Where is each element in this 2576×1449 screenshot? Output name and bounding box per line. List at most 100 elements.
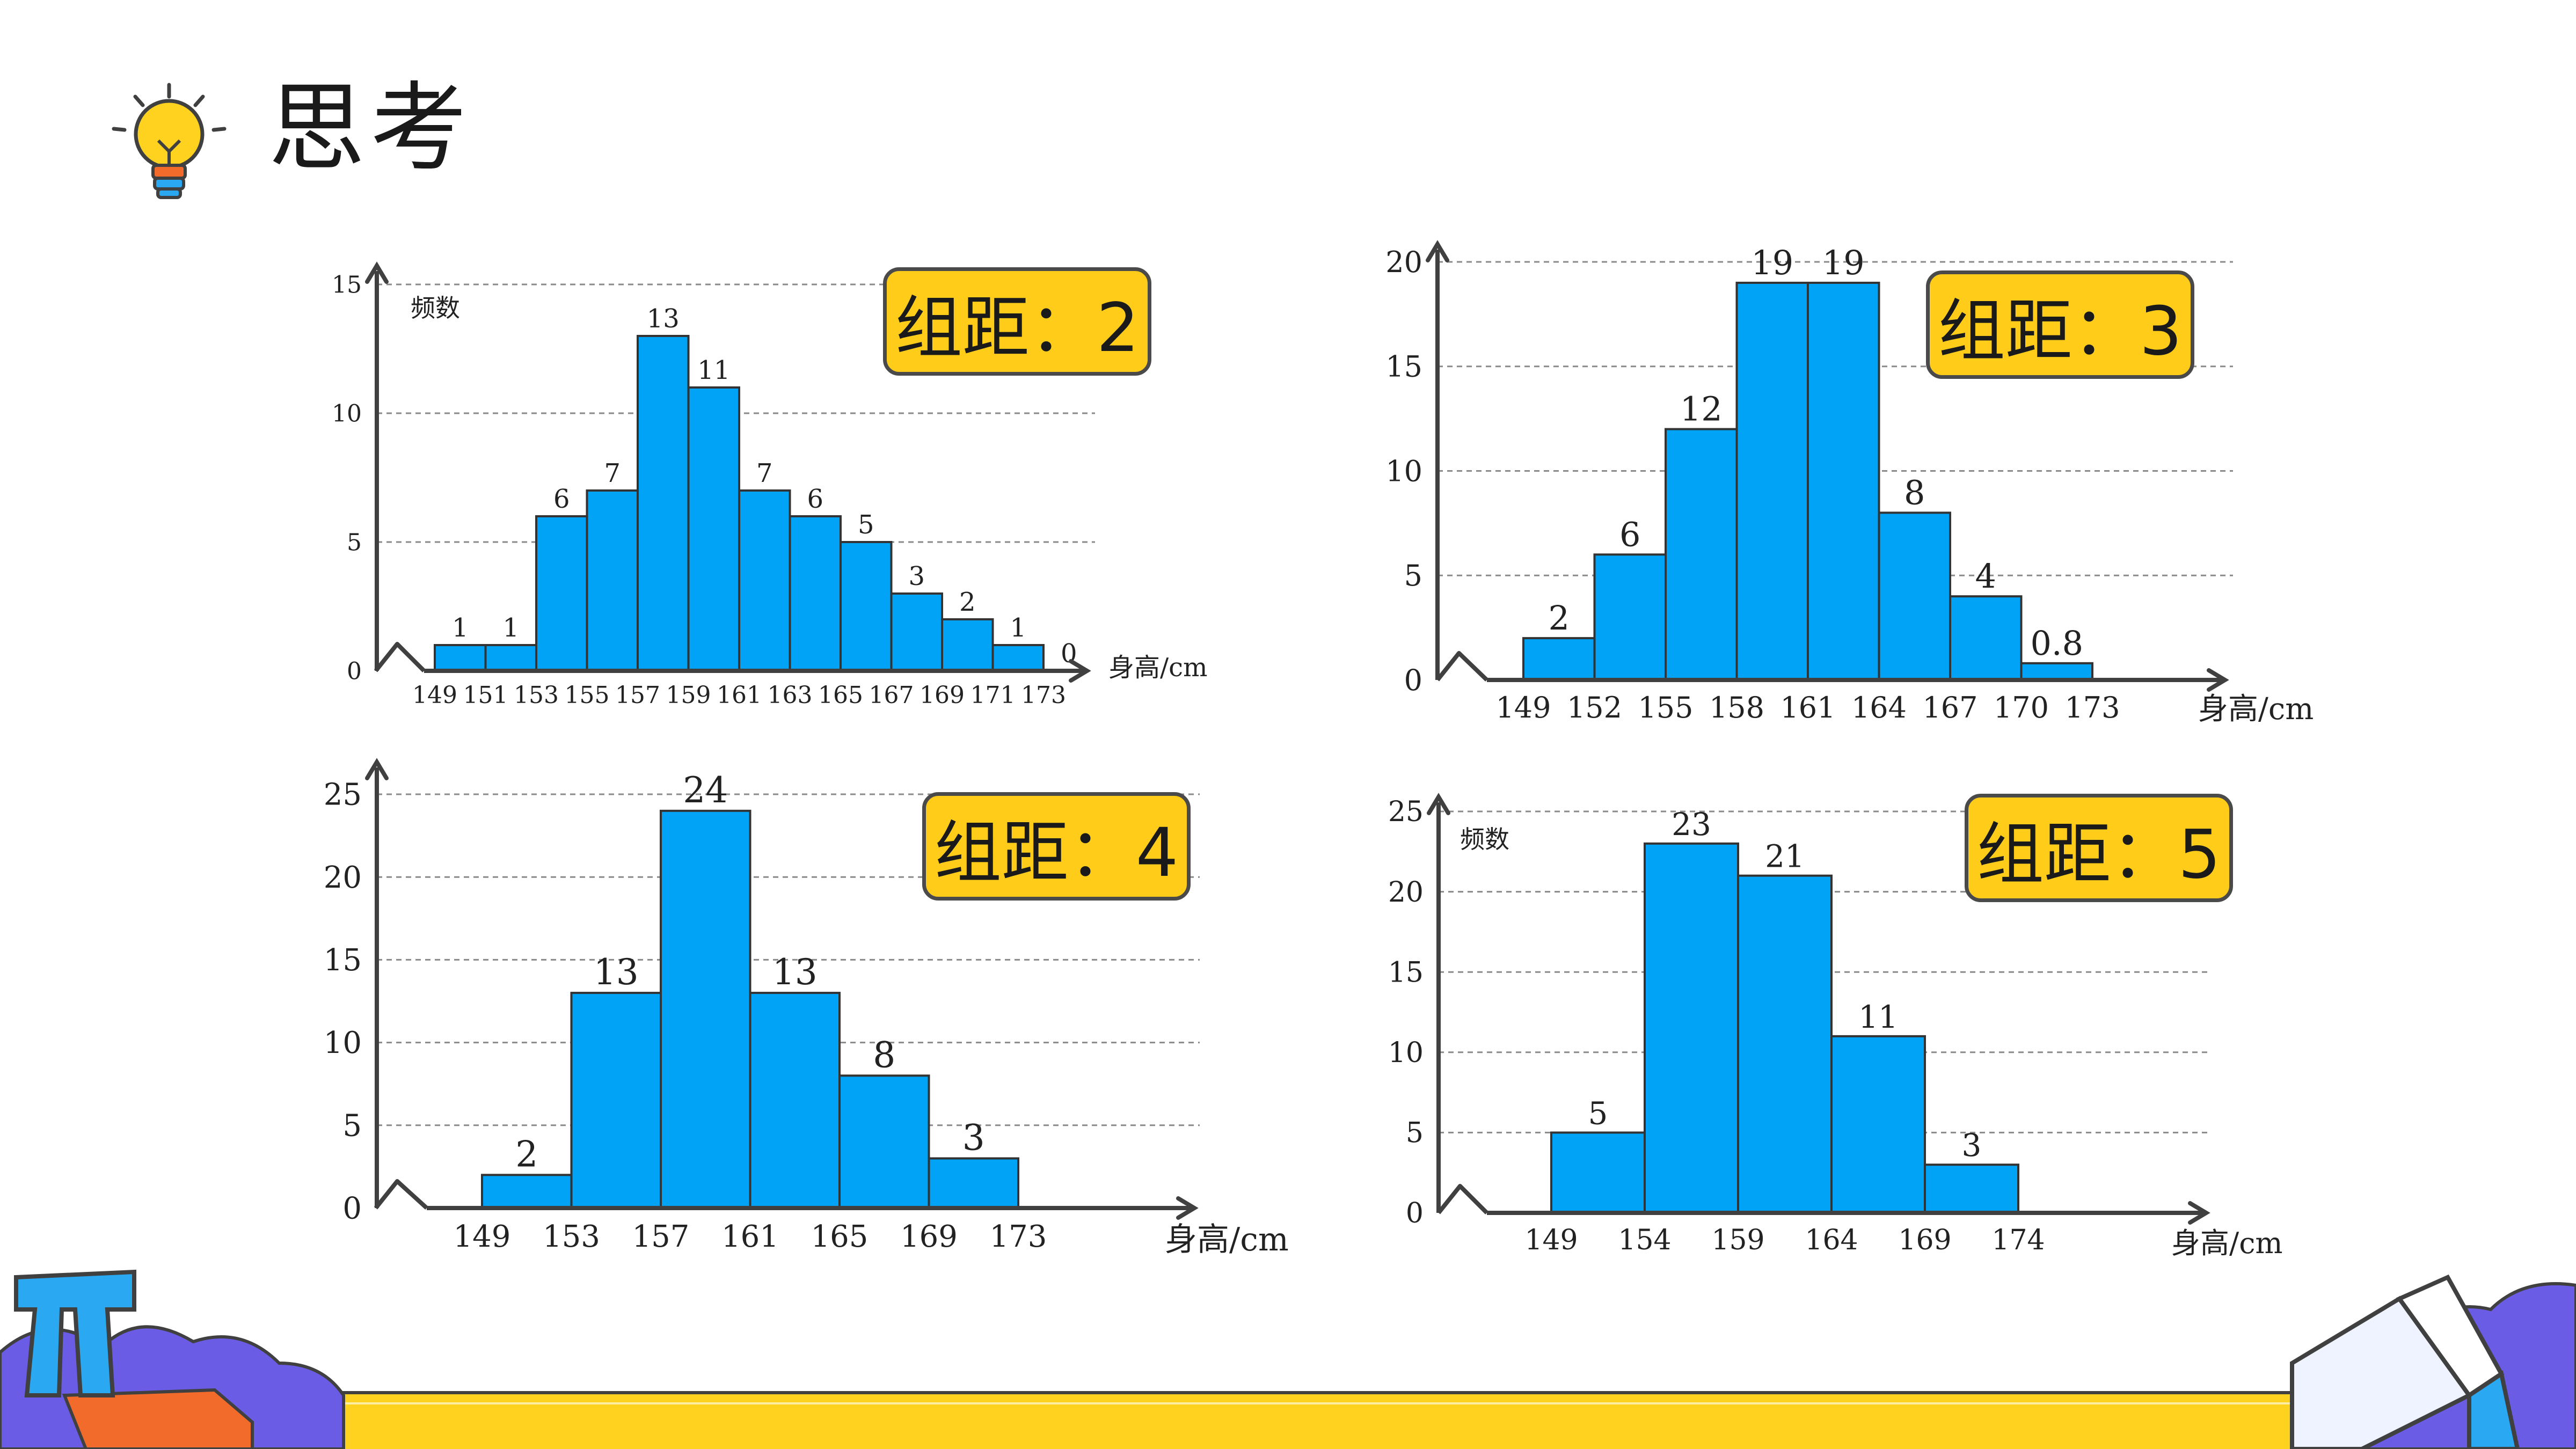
x-axis-label: 身高/cm [2198,692,2314,727]
x-tick-label: 169 [1898,1224,1951,1256]
page-title: 思考 [268,72,473,185]
y-tick-label: 10 [332,400,362,427]
x-tick-label: 149 [454,1219,511,1254]
y-axis-arrow [365,758,389,780]
x-axis-arrow [1176,1196,1199,1220]
bar-value-label: 13 [772,952,818,993]
histogram-bar [1949,595,2023,681]
group-width-badge-2: 组距：3 [1926,270,2194,379]
x-tick-label: 159 [666,682,711,709]
y-axis-arrow [1427,793,1450,815]
x-tick-label: 170 [1994,691,2049,724]
bar-value-label: 4 [1975,557,1996,596]
bar-value-label: 6 [553,484,570,514]
y-tick-label: 15 [1385,350,1422,384]
histogram-bar [890,592,943,672]
axis-break-zigzag [1436,1184,1488,1214]
y-tick-label: 5 [1406,1117,1424,1150]
x-tick-label: 165 [818,682,863,709]
bar-value-label: 2 [515,1133,538,1175]
bar-value-label: 13 [594,952,639,993]
axis-break-zigzag [374,642,426,672]
bar-value-label: 2 [959,587,976,617]
x-axis-label: 身高/cm [2171,1226,2283,1260]
y-tick-label: 10 [324,1026,362,1060]
x-tick-label: 155 [1638,691,1693,724]
x-tick-label: 174 [1991,1224,2045,1256]
y-tick-label: 5 [1404,559,1422,592]
histogram-bar [1807,281,1880,681]
y-tick-label: 15 [1388,956,1424,989]
histogram-bar [434,644,487,672]
y-axis-arrow [365,261,389,284]
y-tick-label: 25 [324,778,362,813]
x-tick-label: 153 [514,682,559,709]
x-tick-label: 155 [565,682,610,709]
y-tick-label: 15 [332,271,362,298]
x-tick-label: 153 [543,1219,600,1254]
y-tick-label: 20 [1385,245,1422,279]
x-tick-label: 173 [990,1219,1047,1254]
x-tick-label: 149 [412,682,457,709]
histogram-bar [1830,1035,1926,1214]
bar-value-label: 2 [1549,598,1570,638]
bar-value-label: 23 [1672,806,1711,843]
y-tick-label: 10 [1388,1037,1424,1069]
y-tick-label: 0 [1406,1197,1424,1230]
histogram-bar [838,1074,930,1210]
bar-value-label: 1 [452,613,469,643]
y-tick-label: 20 [1388,876,1424,909]
bar-value-label: 6 [807,484,823,514]
y-axis-label: 频数 [411,294,460,323]
histogram-bar [586,489,639,672]
bar-value-label: 7 [756,458,773,488]
bar-value-label: 1 [502,613,519,643]
histogram-bar [928,1157,1019,1209]
x-tick-label: 157 [615,682,660,709]
group-width-badge-3: 组距：4 [922,792,1191,901]
histogram-2: 0 5 10 15 20 2 6 12 19 19 8 4 0.8 149 152 155 158 161 164 1… [1385,240,2314,727]
axis-break-zigzag [1435,651,1488,682]
y-tick-label: 0 [347,657,362,685]
y-tick-label: 0 [342,1191,362,1226]
bar-value-label: 0.8 [2030,624,2083,663]
bar-value-label: 3 [1962,1127,1982,1163]
y-axis-label: 频数 [1460,825,1509,854]
bar-value-label: 19 [1822,243,1865,282]
y-tick-label: 25 [1388,796,1424,828]
bar-value-label: 3 [962,1117,985,1158]
histogram-bar [749,992,841,1209]
bar-value-label: 1 [1010,613,1026,643]
bar-value-label: 3 [908,561,925,591]
y-tick-label: 5 [342,1108,362,1143]
x-tick-label: 163 [768,682,813,709]
histogram-bar [1924,1163,2019,1214]
axis-break-zigzag [374,1179,428,1210]
histogram-4: 0 5 10 15 20 25 5 23 21 11 3 149 154 159 164 169 174 频数身高… [1388,793,2283,1260]
y-tick-label: 15 [324,943,362,978]
x-axis-arrow [2207,668,2229,692]
x-tick-label: 151 [463,682,508,709]
y-axis-arrow [1426,240,1449,262]
x-tick-label: 167 [1922,691,1977,724]
x-tick-label: 161 [1780,691,1835,724]
bar-value-label: 21 [1765,838,1805,875]
histogram-3: 0 5 10 15 20 25 2 13 24 13 8 3 149 153 157 161 165 169 173… [324,758,1289,1258]
histogram-bar [991,644,1045,672]
group-width-badge-1: 组距：2 [883,267,1151,376]
bar-value-label: 11 [697,355,730,385]
bar-value-label: 12 [1680,390,1723,429]
histogram-bar [2020,662,2093,681]
bar-value-label: 19 [1751,243,1793,282]
histogram-bar [1735,281,1809,681]
bar-value-label: 8 [873,1034,895,1075]
y-tick-label: 10 [1385,454,1422,488]
bar-value-label: 5 [858,510,874,540]
x-tick-label: 154 [1618,1224,1671,1256]
x-axis-label: 身高/cm [1165,1221,1289,1258]
histogram-bar [481,1174,573,1210]
